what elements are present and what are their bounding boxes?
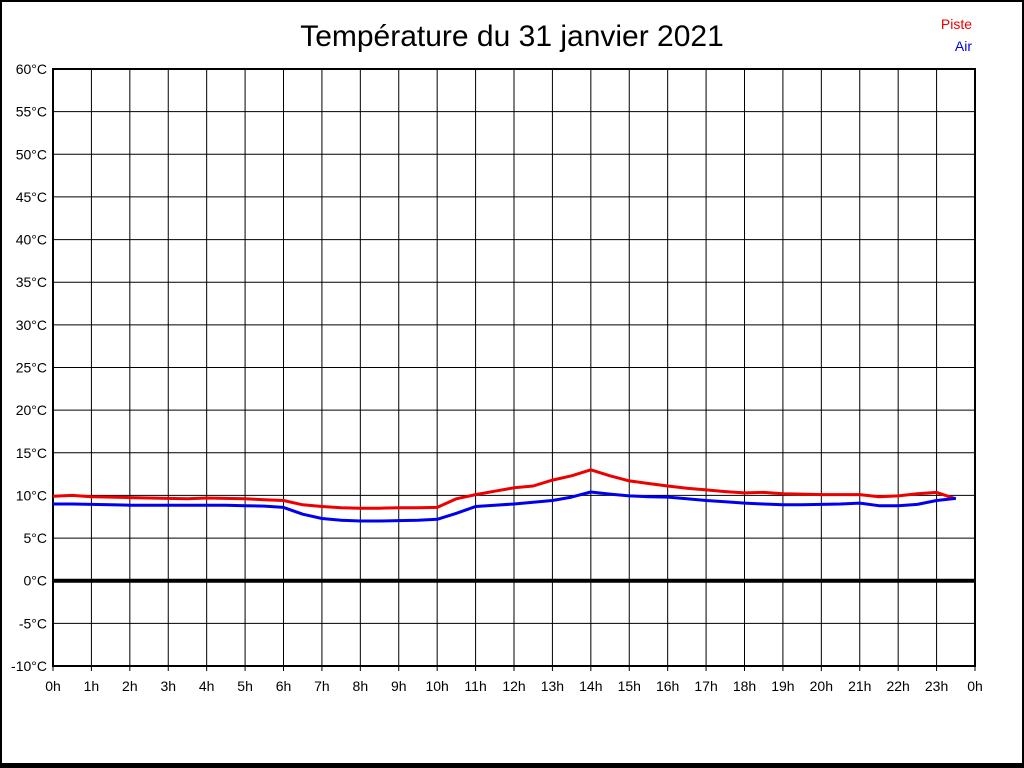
x-tick-label: 18h <box>733 678 756 694</box>
x-tick-label: 4h <box>199 678 215 694</box>
x-tick-label: 23h <box>925 678 948 694</box>
y-tick-label: 25°C <box>16 360 47 376</box>
x-tick-label: 12h <box>502 678 525 694</box>
x-tick-label: 11h <box>464 678 486 694</box>
y-tick-label: 35°C <box>16 274 47 290</box>
air-line <box>53 490 956 523</box>
x-tick-label: 1h <box>84 678 100 694</box>
y-tick-label: 30°C <box>16 317 47 333</box>
x-tick-label: 15h <box>618 678 641 694</box>
x-tick-label: 17h <box>694 678 717 694</box>
x-tick-label: 9h <box>391 678 407 694</box>
chart-legend: Piste Air <box>941 13 972 57</box>
x-tick-label: 5h <box>237 678 253 694</box>
x-tick-label: 14h <box>579 678 602 694</box>
piste-line <box>52 468 957 510</box>
y-tick-label: 10°C <box>16 487 47 503</box>
legend-item-piste: Piste <box>940 16 972 32</box>
y-tick-label: 45°C <box>16 189 47 205</box>
x-tick-label: 3h <box>160 678 176 694</box>
y-tick-label: 40°C <box>16 232 47 248</box>
x-tick-label: 13h <box>541 678 564 694</box>
y-tick-label: 20°C <box>16 402 47 418</box>
y-tick-label: 5°C <box>24 530 48 546</box>
plot-border <box>52 68 976 667</box>
y-tick-label: 15°C <box>16 445 47 461</box>
x-tick-label: 7h <box>314 678 330 694</box>
x-tick-label: 10h <box>425 678 448 694</box>
x-tick-label: 16h <box>656 678 679 694</box>
y-tick-label: 0°C <box>24 573 48 589</box>
x-tick-label: 21h <box>848 678 871 694</box>
x-tick-label: 0h <box>45 678 61 694</box>
y-tick-label: 50°C <box>16 146 47 162</box>
chart-title: Température du 31 janvier 2021 <box>300 20 724 53</box>
x-tick-label: 20h <box>810 678 833 694</box>
y-tick-label: -10°C <box>11 658 47 674</box>
y-tick-label: 60°C <box>16 61 47 77</box>
x-tick-label: 0h <box>967 678 983 694</box>
x-tick-label: 6h <box>276 678 292 694</box>
x-tick-label: 19h <box>771 678 794 694</box>
y-tick-label: -5°C <box>19 615 47 631</box>
x-tick-label: 22h <box>886 678 909 694</box>
legend-item-air: Air <box>954 38 972 54</box>
x-tick-label: 8h <box>353 678 369 694</box>
y-tick-label: 55°C <box>16 104 47 120</box>
x-tick-label: 2h <box>122 678 138 694</box>
